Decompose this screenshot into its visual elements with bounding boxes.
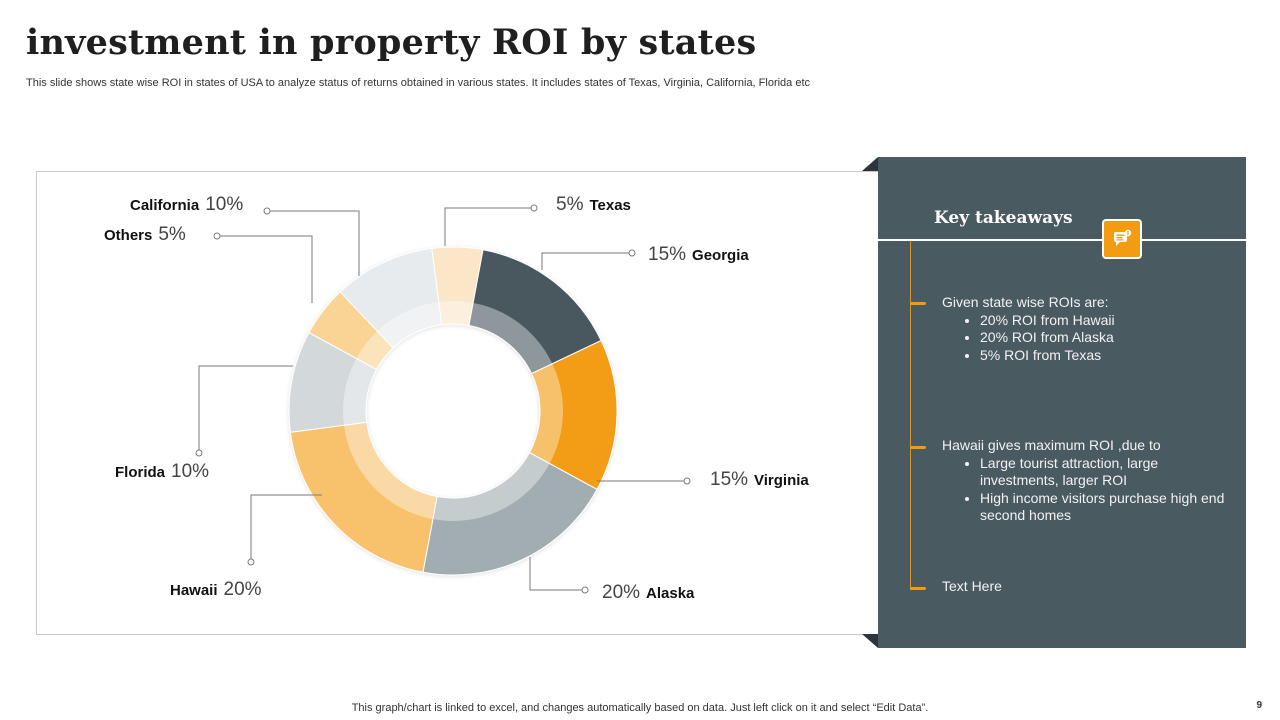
label-others: Others 5%	[104, 224, 186, 246]
leader-dot-alaska	[581, 586, 589, 594]
label-virginia: 15% Virginia	[710, 469, 809, 491]
chat-bubble-icon	[1102, 219, 1142, 259]
leader-dot-georgia	[628, 249, 636, 257]
timeline-marker	[910, 587, 926, 590]
footer-note: This graph/chart is linked to excel, and…	[351, 702, 929, 714]
timeline-marker	[910, 302, 926, 305]
label-georgia: 15% Georgia	[648, 244, 749, 266]
donut-chart[interactable]	[37, 172, 881, 636]
leader-line-texas	[444, 207, 534, 246]
label-state: Virginia	[754, 472, 809, 489]
page-number: 9	[1256, 700, 1262, 711]
slide-title: investment in property ROI by states	[26, 22, 757, 63]
leader-line-florida	[198, 365, 293, 453]
label-value: 5%	[556, 194, 584, 215]
label-hawaii: Hawaii 20%	[170, 579, 262, 601]
label-state: Alaska	[646, 585, 695, 602]
takeaway-text: Given state wise ROIs are:	[942, 294, 1109, 310]
chart-frame[interactable]: California 10% Others 5% 5% Texas 15% Ge…	[36, 171, 880, 635]
takeaway-bullet: High income visitors purchase high end s…	[980, 490, 1232, 525]
takeaway-item: Given state wise ROIs are: 20% ROI from …	[942, 294, 1232, 364]
label-california: California 10%	[130, 194, 243, 216]
takeaway-bullet: 20% ROI from Alaska	[980, 329, 1232, 347]
key-takeaways-panel: Key takeaways Given state wise ROIs are:…	[878, 157, 1246, 648]
label-alaska: 20% Alaska	[602, 582, 694, 604]
leader-dot-virginia	[683, 477, 691, 485]
leader-dot-florida	[195, 449, 203, 457]
leader-dot-texas	[530, 204, 538, 212]
panel-fold-bottom	[862, 634, 878, 648]
leader-line-california	[267, 210, 360, 276]
leader-line-georgia	[541, 252, 632, 270]
leader-dot-hawaii	[247, 558, 255, 566]
takeaway-item: Hawaii gives maximum ROI ,due to Large t…	[942, 437, 1232, 525]
timeline-marker	[910, 446, 926, 449]
slice-alaska[interactable]	[422, 451, 598, 576]
label-value: 20%	[602, 582, 641, 603]
label-value: 10%	[171, 461, 210, 482]
label-value: 15%	[710, 469, 749, 490]
takeaway-text: Hawaii gives maximum ROI ,due to	[942, 437, 1161, 453]
inner-ring-overlay	[342, 301, 563, 521]
label-texas: 5% Texas	[556, 194, 631, 216]
leader-dot-california	[263, 207, 271, 215]
takeaway-bullet: 20% ROI from Hawaii	[980, 312, 1232, 330]
label-value: 20%	[223, 579, 262, 600]
label-state: California	[130, 197, 200, 214]
slide-subtitle: This slide shows state wise ROI in state…	[26, 77, 811, 89]
leader-line-hawaii	[250, 494, 322, 562]
label-state: Hawaii	[170, 582, 218, 599]
label-state: Texas	[589, 197, 631, 214]
label-state: Others	[104, 227, 153, 244]
label-state: Georgia	[692, 247, 749, 264]
key-takeaways-heading: Key takeaways	[934, 208, 1073, 228]
leader-dot-others	[213, 232, 221, 240]
takeaway-bullet: Large tourist attraction, large investme…	[980, 455, 1232, 490]
label-value: 10%	[205, 194, 244, 215]
takeaway-text: Text Here	[942, 578, 1002, 594]
takeaway-item: Text Here	[942, 578, 1232, 596]
label-state: Florida	[115, 464, 166, 481]
leader-line-alaska	[529, 557, 585, 591]
label-florida: Florida 10%	[115, 461, 209, 483]
leader-line-others	[217, 235, 313, 303]
slice-hawaii[interactable]	[289, 421, 438, 573]
takeaway-bullet: 5% ROI from Texas	[980, 347, 1232, 365]
label-value: 5%	[158, 224, 186, 245]
divider	[878, 239, 1246, 241]
panel-fold-top	[862, 157, 878, 171]
timeline-line	[910, 241, 911, 590]
label-value: 15%	[648, 244, 687, 265]
